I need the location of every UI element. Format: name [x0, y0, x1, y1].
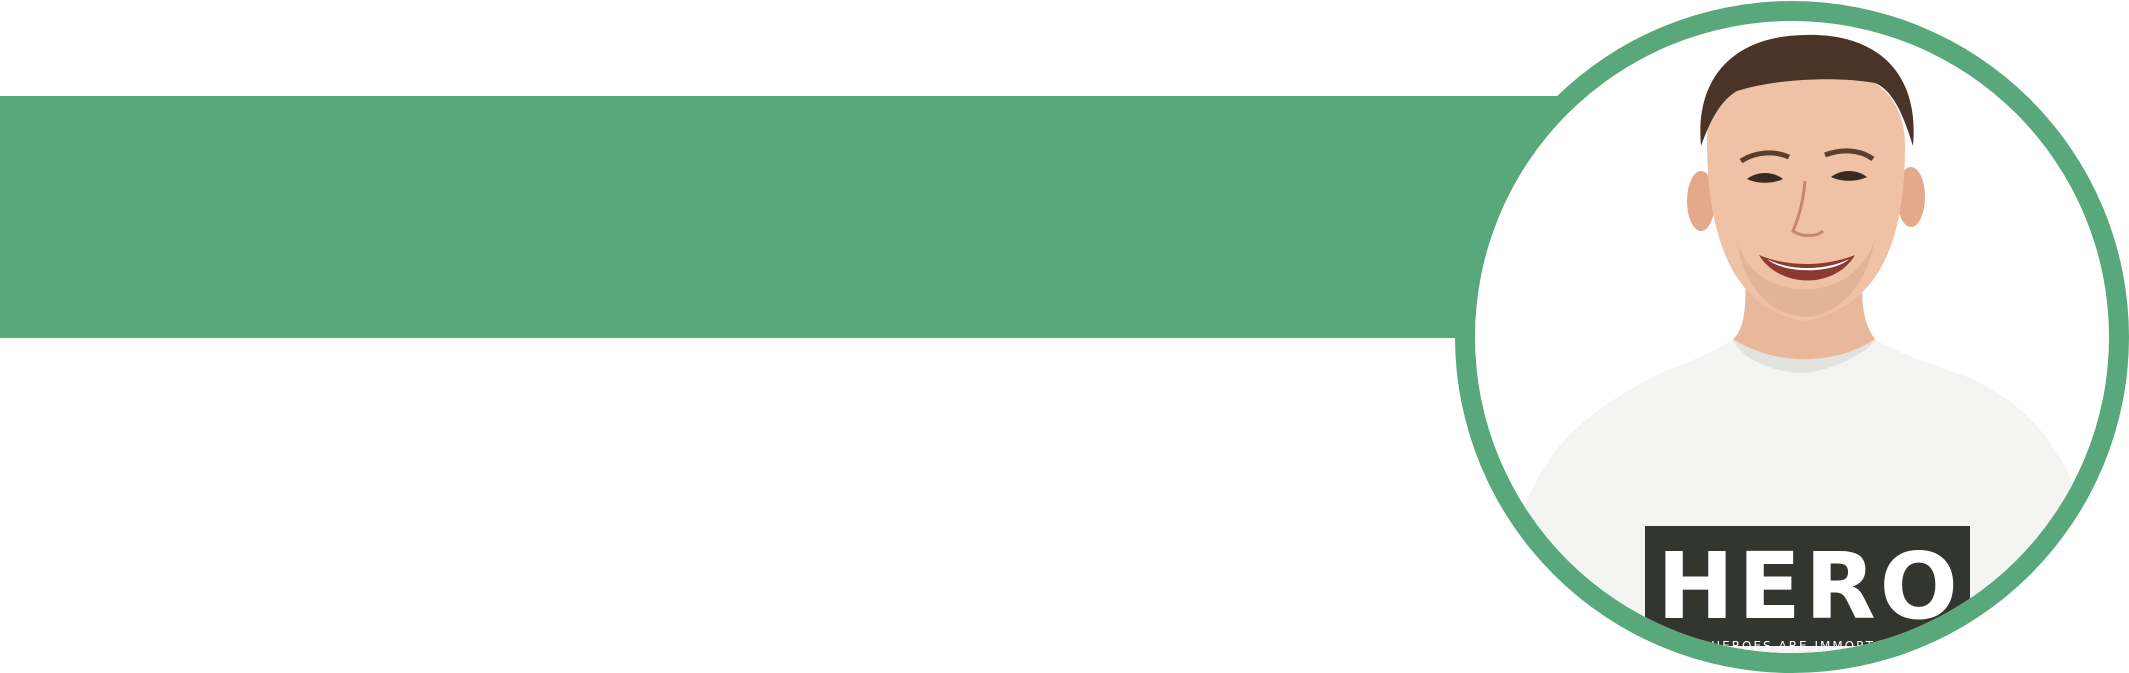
stubble — [1737, 239, 1875, 317]
right-brow — [1824, 148, 1875, 162]
shirt-print-title: HERO — [1657, 533, 1962, 640]
right-ear — [1897, 167, 1925, 227]
tshirt-shadow — [1733, 339, 1875, 373]
left-ear — [1687, 171, 1715, 231]
left-eye — [1747, 173, 1783, 183]
teeth — [1767, 259, 1849, 271]
green-banner-bar — [0, 96, 1560, 338]
shirt-print-block — [1645, 526, 1970, 646]
nose — [1791, 180, 1825, 237]
hair-shape — [1700, 34, 1914, 146]
profile-photo-frame: HERO HEROES ARE IMMORTAL — [1455, 1, 2129, 673]
shirt-print-tagline: HEROES ARE IMMORTAL — [1711, 639, 1893, 653]
face-shape — [1707, 66, 1905, 321]
profile-photo — [1475, 34, 2109, 653]
smile — [1759, 255, 1855, 281]
left-brow — [1739, 150, 1790, 164]
right-eye — [1831, 171, 1867, 181]
